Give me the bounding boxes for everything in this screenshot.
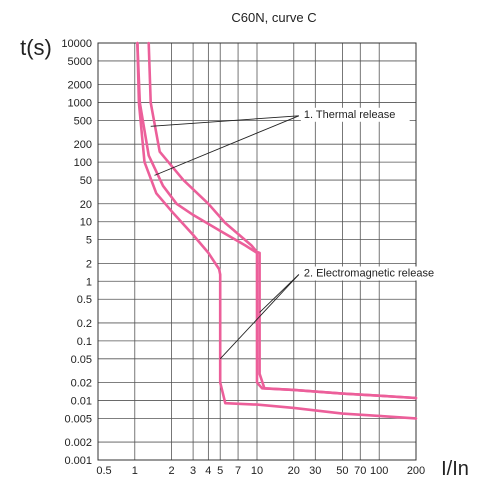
- x-tick-label: 1: [132, 465, 138, 477]
- y-tick-label: 1000: [68, 98, 92, 110]
- x-tick-label: 2: [169, 465, 175, 477]
- y-tick-label: 50: [80, 175, 92, 187]
- x-tick-label: 100: [370, 465, 388, 477]
- y-tick-labels: 10000 5000 2000 1000 500 200 100 50 20 10 5 2 1 0.5 0.…: [61, 38, 92, 467]
- y-tick-label: 2000: [68, 80, 92, 92]
- y-tick-label: 5000: [68, 56, 92, 68]
- y-tick-label: 10: [80, 217, 92, 229]
- x-tick-label: 0.5: [96, 465, 111, 477]
- y-tick-label: 0.1: [77, 336, 92, 348]
- x-tick-label: 7: [235, 465, 241, 477]
- y-tick-label: 0.01: [71, 395, 92, 407]
- y-tick-label: 0.005: [64, 413, 92, 425]
- x-tick-label: 3: [190, 465, 196, 477]
- x-tick-label: 4: [205, 465, 211, 477]
- y-tick-label: 5: [86, 235, 92, 247]
- annotation-leader-line: [150, 115, 299, 127]
- annotation-label: 2. Electromagnetic release: [304, 267, 434, 279]
- annotations: 1. Thermal release 2. Electromagnetic rel…: [150, 107, 455, 360]
- trip-curve-line: [147, 41, 418, 400]
- y-axis-label: t(s): [20, 35, 52, 60]
- annotation-label: 1. Thermal release: [304, 109, 396, 121]
- y-tick-label: 100: [74, 157, 92, 169]
- annotation-label-bg: [300, 107, 410, 122]
- y-tick-label: 1: [86, 276, 92, 288]
- chart-title: C60N, curve C: [231, 10, 316, 25]
- y-tick-label: 10000: [61, 38, 92, 50]
- x-tick-label: 5: [217, 465, 223, 477]
- curves: [136, 41, 418, 420]
- x-tick-label: 200: [407, 465, 425, 477]
- annotation-leader-line: [219, 274, 300, 360]
- x-tick-label: 50: [336, 465, 348, 477]
- y-tick-label: 0.05: [71, 354, 92, 366]
- y-tick-label: 0.02: [71, 377, 92, 389]
- x-tick-label: 70: [354, 465, 366, 477]
- x-tick-label: 10: [251, 465, 263, 477]
- annotation-leader-line: [259, 274, 300, 313]
- annotation-label-bg: [300, 266, 455, 281]
- y-tick-label: 0.002: [64, 437, 92, 449]
- y-tick-label: 2: [86, 258, 92, 270]
- annotation-leader-line: [154, 115, 300, 176]
- plot-frame: [97, 42, 417, 461]
- y-tick-label: 0.5: [77, 294, 92, 306]
- x-axis-label: I/In: [441, 458, 469, 480]
- y-tick-label: 500: [74, 116, 92, 128]
- x-tick-labels: 0.5 1 2 3 4 5 7 10 20 30 50 70 100 200: [96, 465, 425, 477]
- x-tick-label: 30: [309, 465, 321, 477]
- y-tick-label: 0.001: [64, 455, 92, 467]
- y-tick-label: 20: [80, 199, 92, 211]
- y-tick-label: 0.2: [77, 318, 92, 330]
- trip-curve-line: [136, 41, 418, 420]
- y-tick-label: 200: [74, 139, 92, 151]
- x-tick-label: 20: [288, 465, 300, 477]
